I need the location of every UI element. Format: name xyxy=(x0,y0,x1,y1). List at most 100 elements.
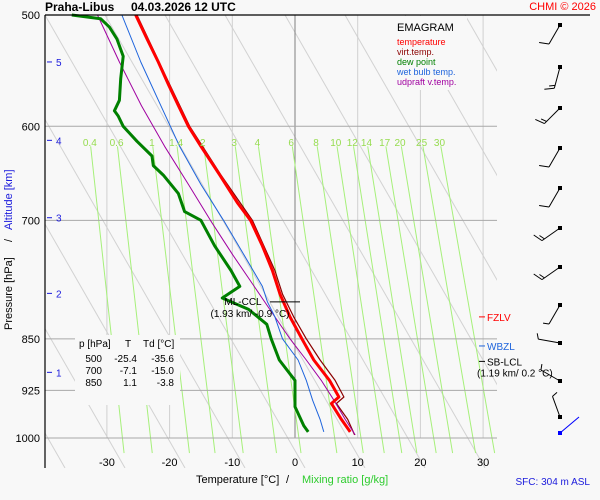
mixing-ratio-label: 10 xyxy=(330,138,342,149)
wind-barb xyxy=(539,23,562,45)
table-cell: -7.1 xyxy=(120,366,138,377)
series-udpraft-v-temp xyxy=(97,14,356,436)
x-axis-sep: / xyxy=(286,474,290,486)
dry-adiabat xyxy=(104,15,366,468)
mixing-ratio-label: 30 xyxy=(434,138,446,149)
temperature-tick-label: 10 xyxy=(352,457,364,469)
legend-title: EMAGRAM xyxy=(397,22,454,34)
dry-adiabat xyxy=(45,118,246,468)
wind-barb xyxy=(544,65,562,90)
wind-barb-half-flag xyxy=(536,333,539,340)
dry-adiabat xyxy=(224,15,486,468)
pressure-tick-label: 1000 xyxy=(16,433,40,445)
wind-barb-half-flag xyxy=(539,274,545,279)
wind-barb-staff xyxy=(548,147,561,168)
mixing-ratio-line xyxy=(440,146,496,454)
legend-virt-temp: virt.temp. xyxy=(397,47,434,57)
wind-barb-staff xyxy=(538,338,561,344)
legend-dew-point: dew point xyxy=(397,57,436,67)
altitude-tick-label: 2 xyxy=(56,289,62,300)
dry-adiabat xyxy=(585,15,600,468)
mixing-ratio-label: 17 xyxy=(379,138,391,149)
datetime-title: 04.03.2026 12 UTC xyxy=(131,0,236,14)
table-cell: 850 xyxy=(85,378,102,389)
wind-barb xyxy=(533,265,562,281)
wind-barb-flag xyxy=(539,41,550,45)
table-cell: -25.4 xyxy=(114,354,137,365)
temperature-tick-label: -20 xyxy=(162,457,178,469)
temperature-tick-label: 30 xyxy=(477,457,489,469)
pressure-tick-label: 925 xyxy=(22,385,40,397)
wind-barb-flag xyxy=(539,204,550,208)
wind-barb xyxy=(542,303,562,325)
wind-barb-staff xyxy=(553,66,561,89)
surface-info: SFC: 304 m ASL xyxy=(516,477,591,488)
wind-barb-staff xyxy=(540,369,561,382)
x-axis-label-mix: Mixing ratio [g/kg] xyxy=(302,474,388,486)
wind-barb-staff xyxy=(544,107,561,124)
mixing-ratio-label: 0.6 xyxy=(110,138,124,149)
y-axis-label: Pressure [hPa] / Altitude [km] xyxy=(3,169,15,330)
wind-barb-staff xyxy=(548,304,561,325)
mixing-ratio-line xyxy=(422,146,477,454)
altitude-tick-label: 4 xyxy=(56,136,62,147)
y-axis-sep: / xyxy=(3,238,15,242)
table-header-td: Td [°C] xyxy=(143,339,174,350)
mixing-ratio-line xyxy=(400,146,454,454)
wind-barb-flag xyxy=(539,164,550,168)
y-axis-label-alt: Altitude [km] xyxy=(3,169,15,230)
curves xyxy=(71,13,356,436)
table-cell: -3.8 xyxy=(157,378,175,389)
wind-barb-half-flag xyxy=(549,84,556,87)
mixing-ratio-label: 14 xyxy=(361,138,373,149)
table-row: 850 1.1 -3.8 xyxy=(85,378,174,389)
sb-lcl-sub: (1.19 km/ 0.2 °C) xyxy=(477,368,553,379)
station-title: Praha-Libus xyxy=(45,0,115,14)
x-axis-label-temp: Temperature [°C] xyxy=(196,474,279,486)
legend-updraft: udpraft v.temp. xyxy=(397,77,456,87)
mixing-ratio-line xyxy=(291,146,338,454)
pressure-tick-label: 700 xyxy=(22,215,40,227)
temperature-tick-label: 20 xyxy=(414,457,426,469)
series-temperature xyxy=(134,14,352,433)
mixing-ratio-line xyxy=(367,146,418,454)
table-header-p: p [hPa] xyxy=(79,339,111,350)
mixing-ratio-label: 25 xyxy=(416,138,428,149)
dry-adiabat xyxy=(525,15,600,468)
ml-ccl-sub: (1.93 km/ -0.9 °C) xyxy=(210,309,289,320)
legend-bg xyxy=(395,16,467,90)
pressure-tick-label: 500 xyxy=(22,10,40,22)
temperature-tick-label: 0 xyxy=(292,457,298,469)
wind-barb xyxy=(539,146,562,168)
table-cell: -15.0 xyxy=(151,366,174,377)
wind-barb-half-flag xyxy=(540,118,547,122)
series-dew-point xyxy=(71,13,310,433)
mixing-ratio-line xyxy=(316,146,364,454)
mixing-ratio-label: 4 xyxy=(255,138,261,149)
mixing-ratio-label: 3 xyxy=(231,138,237,149)
mixing-ratio-label: 20 xyxy=(394,138,406,149)
sb-lcl-label: SB-LCL xyxy=(487,357,522,368)
y-axis-label-pres: Pressure [hPa] xyxy=(3,257,15,330)
wind-barb xyxy=(552,392,562,419)
table-row: 700 -7.1 -15.0 xyxy=(85,366,174,377)
wind-barb-half-flag xyxy=(540,363,543,371)
wind-barb xyxy=(535,106,562,125)
wind-barb-flag xyxy=(533,273,543,281)
wind-barb xyxy=(539,186,562,208)
labels: 0.4 0.6 1 1.4 2 3 4 6 8 10 12 14 17 20 25 3050060070085… xyxy=(16,10,580,469)
wind-barb xyxy=(533,226,562,242)
mixing-ratio-line xyxy=(385,146,437,454)
wind-barb-half-flag xyxy=(552,392,558,397)
fzlv-label: FZLV xyxy=(487,313,511,324)
temperature-tick-label: -30 xyxy=(99,457,115,469)
legend-temperature: temperature xyxy=(397,37,446,47)
series-wet-bulb-temp xyxy=(121,14,325,433)
mixing-ratio-label: 1.4 xyxy=(169,138,183,149)
table-cell: 700 xyxy=(85,366,102,377)
dry-adiabat xyxy=(404,15,497,177)
legend-wet-bulb: wet bulb temp. xyxy=(396,67,456,77)
table-cell: 1.1 xyxy=(123,378,137,389)
pressure-tick-label: 850 xyxy=(22,334,40,346)
table-header-t: T xyxy=(125,339,131,350)
